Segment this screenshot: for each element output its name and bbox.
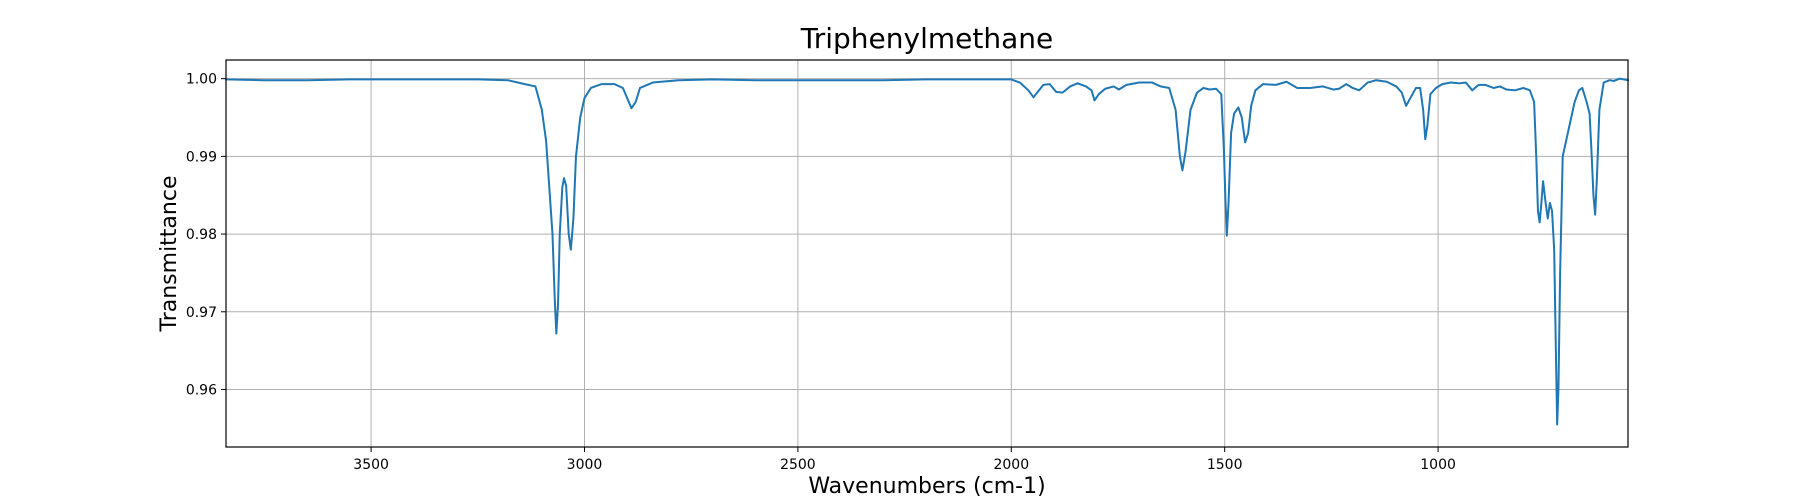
y-tick-label: 0.98: [186, 227, 217, 243]
x-tick-label: 1500: [1207, 457, 1243, 473]
x-tick-label: 2500: [780, 457, 816, 473]
y-tick-label: 0.97: [186, 305, 217, 321]
y-axis-label: Transmittance: [157, 176, 182, 333]
plot-frame: [225, 59, 1629, 448]
spectrum-line: [225, 77, 1629, 426]
y-tick-label: 0.99: [186, 149, 217, 165]
x-tick-label: 2000: [993, 457, 1029, 473]
x-axis-label: Wavenumbers (cm-1): [808, 474, 1045, 499]
grid: [226, 60, 1628, 447]
y-axis: 0.96 0.97 0.98 0.99 1.00: [186, 72, 226, 398]
x-tick-label: 3000: [567, 457, 603, 473]
chart-title: Triphenylmethane: [800, 22, 1053, 55]
series-layer: [225, 77, 1629, 426]
x-tick-label: 3500: [353, 457, 389, 473]
y-tick-label: 0.96: [186, 382, 217, 398]
x-axis: 3500 3000 2500 2000 1500 1000: [353, 447, 1456, 473]
y-tick-label: 1.00: [186, 72, 217, 88]
x-tick-label: 1000: [1420, 457, 1456, 473]
